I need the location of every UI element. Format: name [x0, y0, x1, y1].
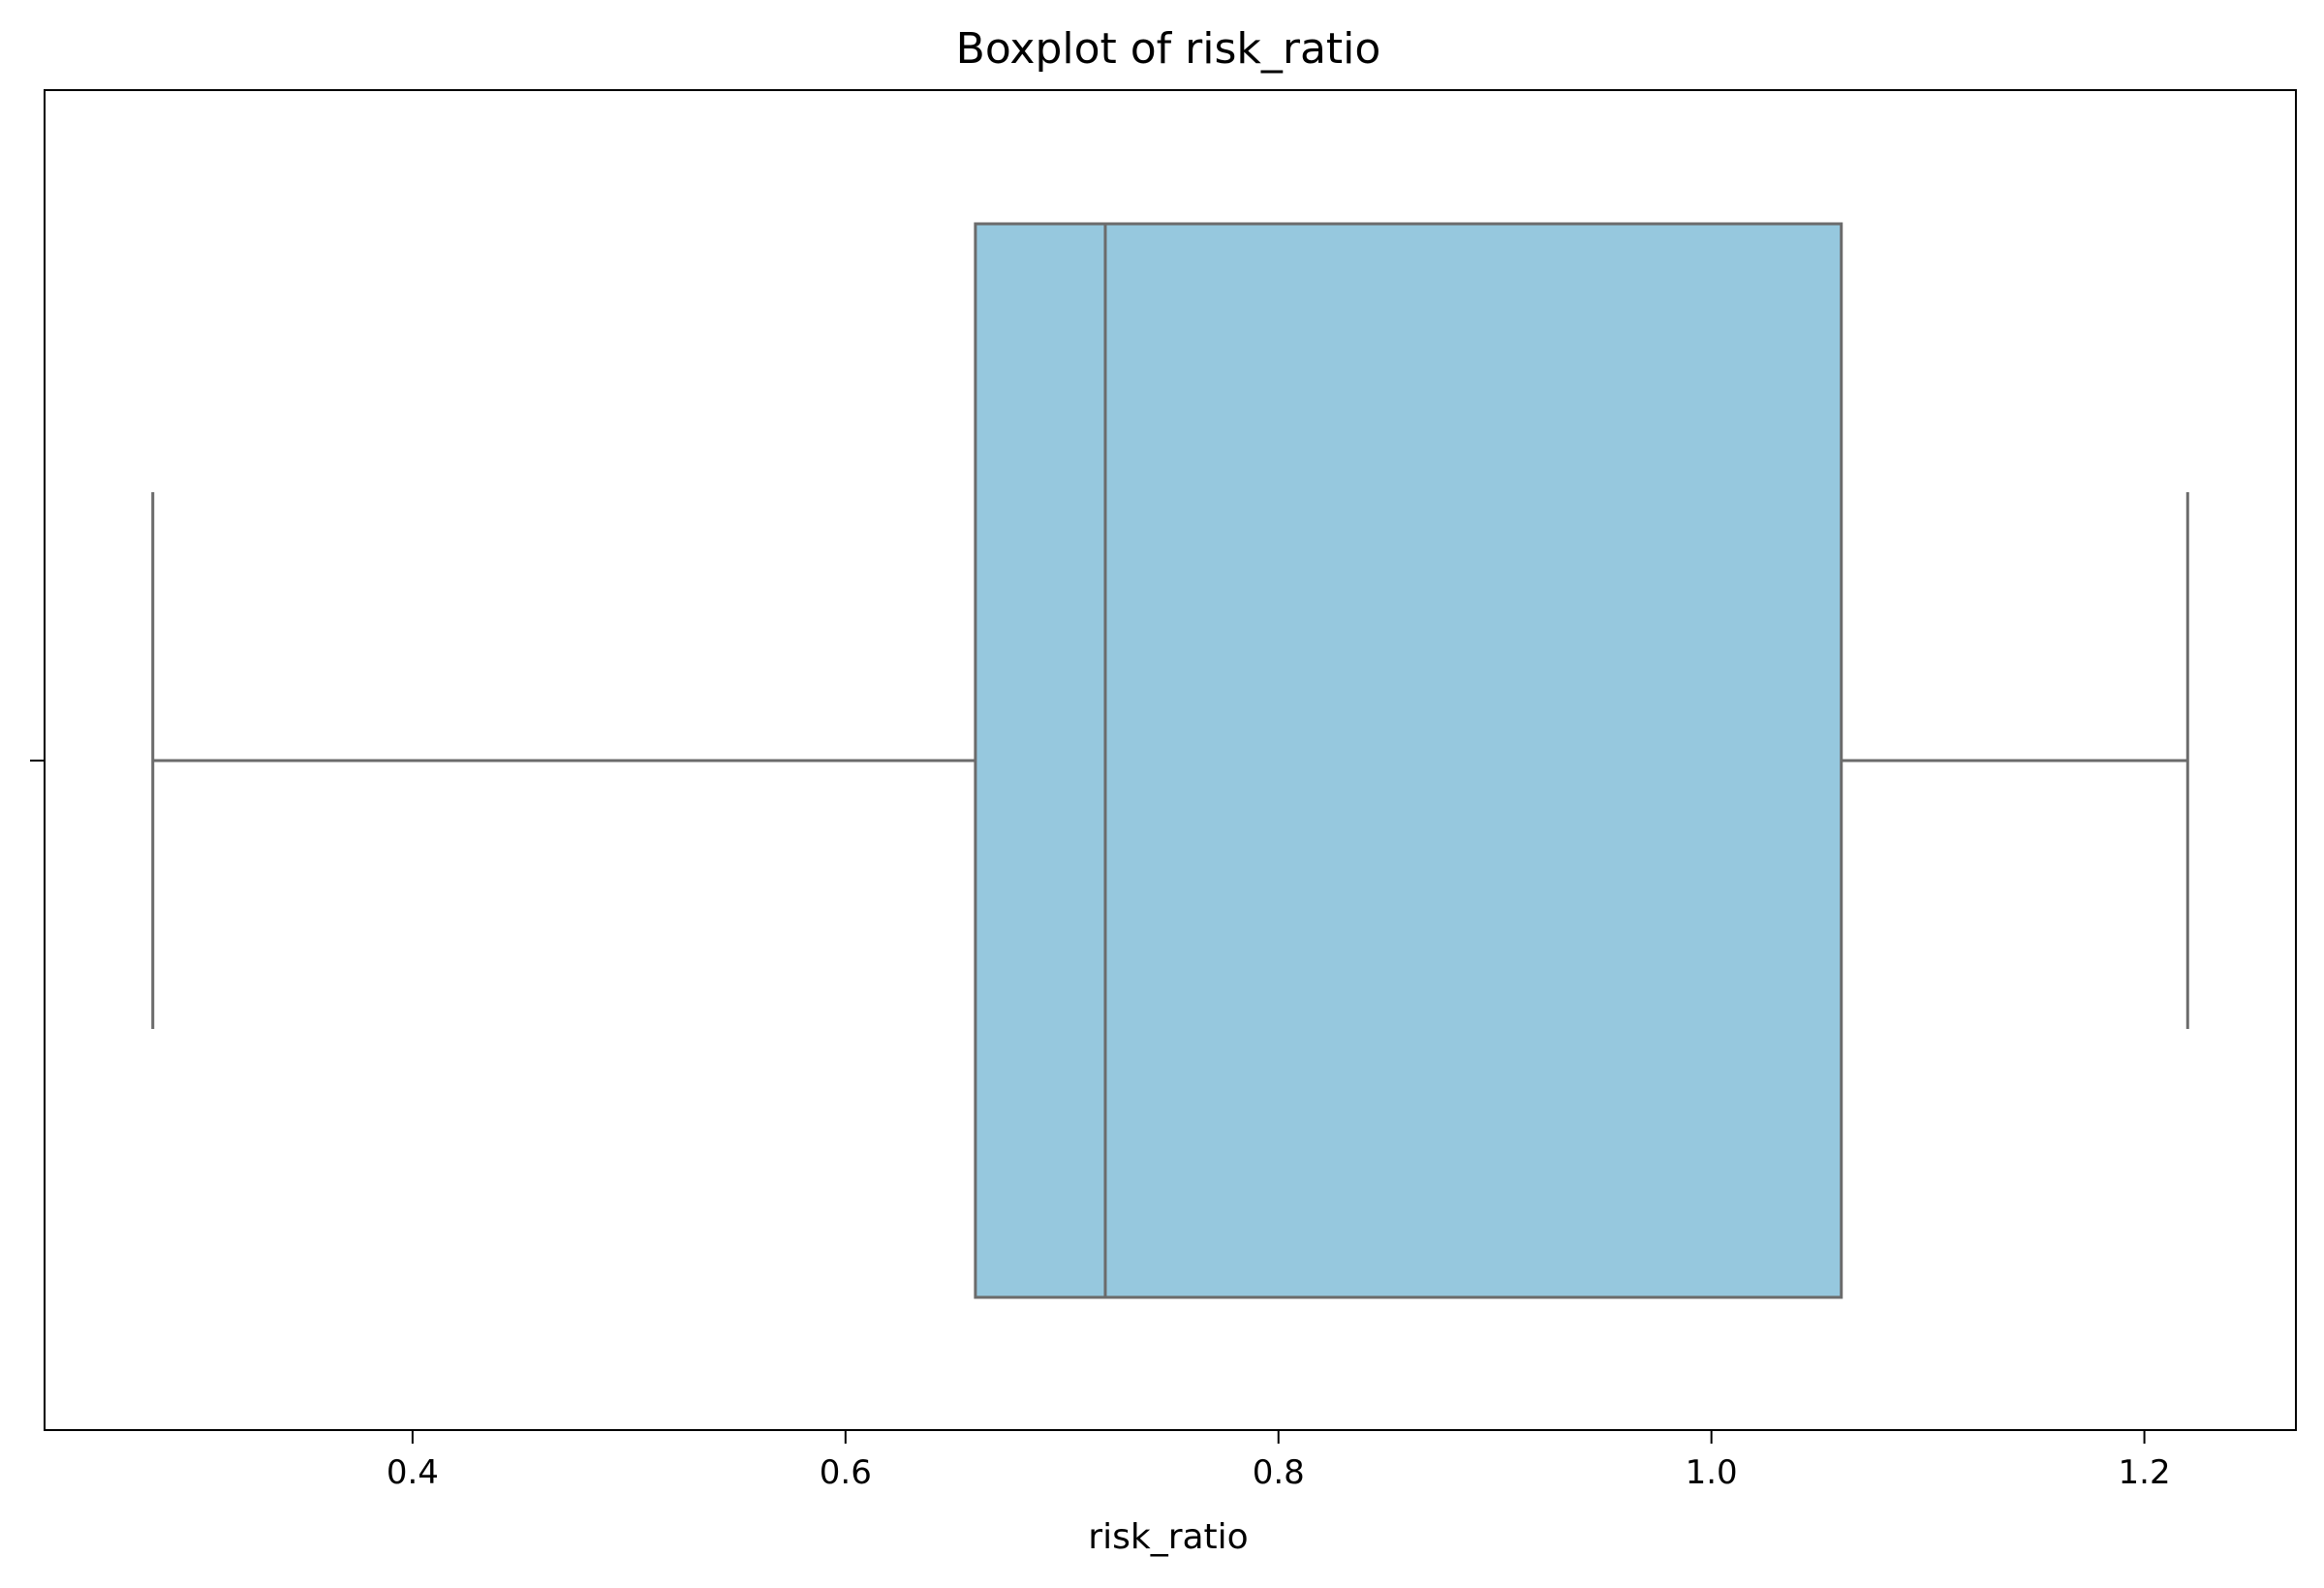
x-tick-label: 1.2: [2119, 1453, 2171, 1492]
chart-title: Boxplot of risk_ratio: [956, 24, 1381, 74]
x-tick-label: 0.8: [1253, 1453, 1305, 1492]
x-axis-label: risk_ratio: [1088, 1517, 1248, 1557]
x-tick-label: 0.6: [820, 1453, 872, 1492]
x-axis: 0.4 0.6 0.8 1.0 1.2: [387, 1430, 2171, 1492]
x-tick-label: 1.0: [1686, 1453, 1738, 1492]
x-tick-label: 0.4: [387, 1453, 439, 1492]
boxplot-marks: [151, 222, 2189, 1299]
interquartile-box: [974, 222, 1844, 1299]
